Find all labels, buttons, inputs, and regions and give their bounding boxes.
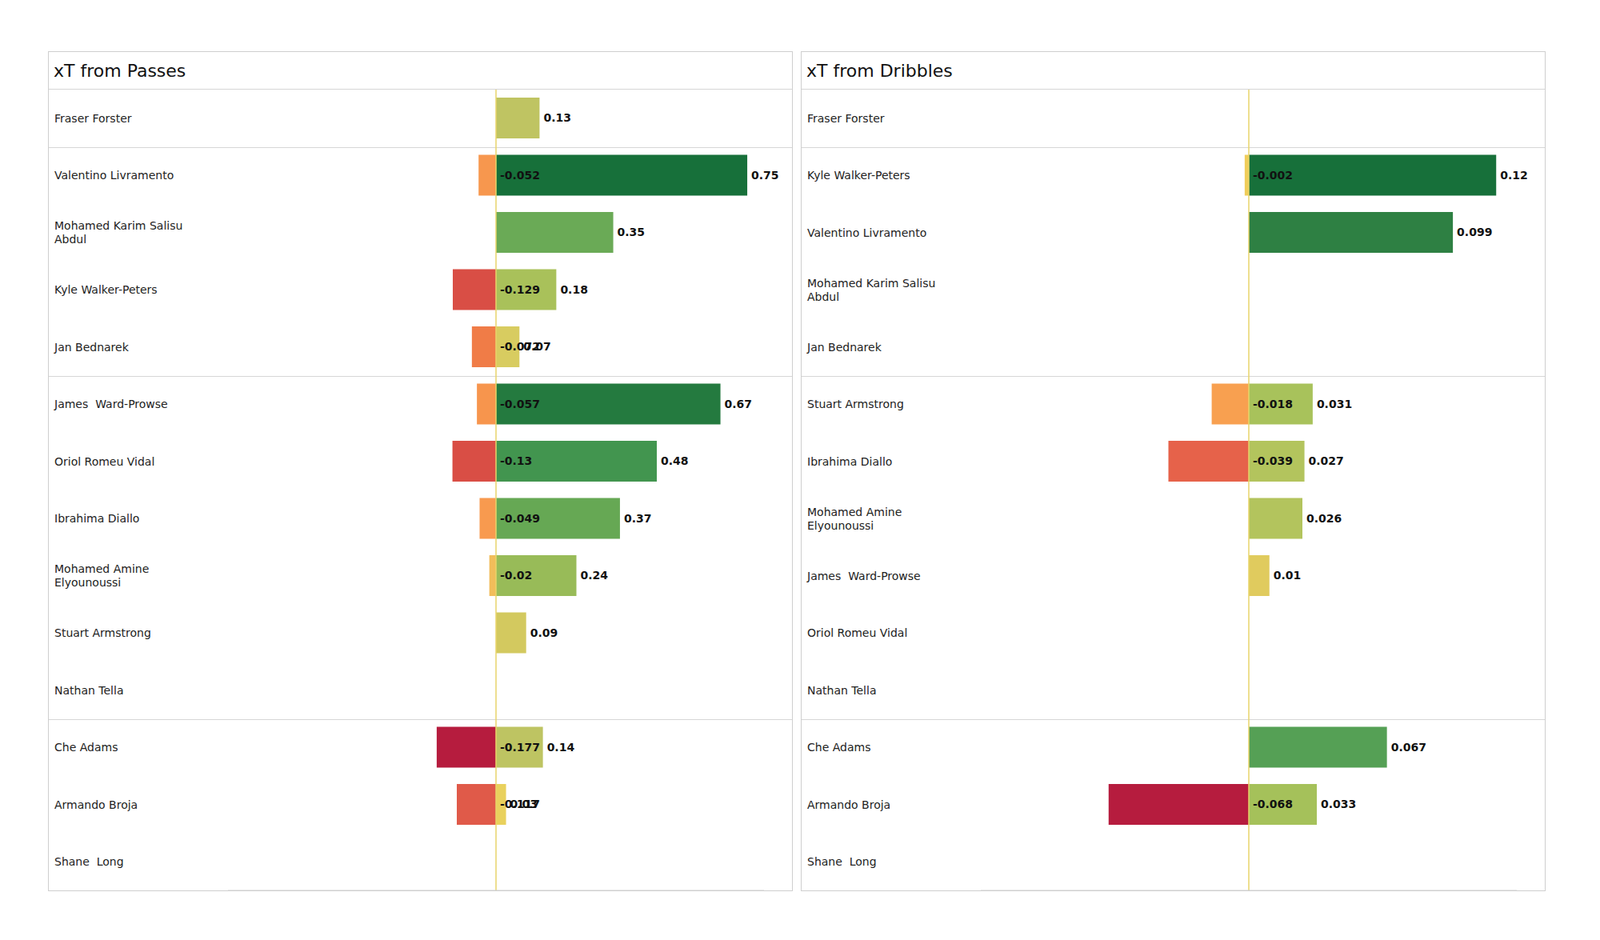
svg-text:0.067: 0.067 xyxy=(1391,740,1427,754)
svg-text:-0.117: -0.117 xyxy=(500,797,540,811)
svg-text:Valentino Livramento: Valentino Livramento xyxy=(54,168,174,182)
svg-text:0.031: 0.031 xyxy=(1316,397,1352,411)
svg-text:0.09: 0.09 xyxy=(530,626,559,640)
svg-text:0.24: 0.24 xyxy=(580,568,609,582)
svg-text:Armando Broja: Armando Broja xyxy=(54,798,138,812)
svg-text:0.12: 0.12 xyxy=(1500,168,1528,182)
svg-text:Ibrahima Diallo: Ibrahima Diallo xyxy=(807,455,892,468)
svg-text:0.13: 0.13 xyxy=(543,111,572,124)
svg-text:0.099: 0.099 xyxy=(1456,225,1492,239)
svg-text:-0.129: -0.129 xyxy=(500,283,540,296)
svg-text:0.35: 0.35 xyxy=(617,225,646,239)
html-text:xT from Dribbles: xT from Dribbles xyxy=(806,60,953,81)
svg-text:Stuart Armstrong: Stuart Armstrong xyxy=(54,626,152,640)
svg-text:0.37: 0.37 xyxy=(624,512,652,525)
svg-text:Oriol Romeu Vidal: Oriol Romeu Vidal xyxy=(54,455,155,468)
svg-text:Shane Long: Shane Long xyxy=(54,855,124,868)
svg-text:-0.13: -0.13 xyxy=(500,454,532,468)
svg-text:Fraser Forster: Fraser Forster xyxy=(807,112,885,125)
svg-text:Valentino Livramento: Valentino Livramento xyxy=(807,226,927,240)
svg-text:0.033: 0.033 xyxy=(1320,797,1356,811)
svg-text:0.67: 0.67 xyxy=(724,397,753,411)
svg-text:-0.052: -0.052 xyxy=(500,168,540,182)
html-text:xT from Passes: xT from Passes xyxy=(53,60,186,81)
svg-text:0.75: 0.75 xyxy=(751,168,780,182)
svg-text:0.14: 0.14 xyxy=(547,740,576,754)
svg-text:0.026: 0.026 xyxy=(1306,512,1342,525)
svg-text:Nathan Tella: Nathan Tella xyxy=(807,684,876,697)
svg-text:-0.039: -0.039 xyxy=(1252,454,1293,468)
svg-text:Armando Broja: Armando Broja xyxy=(807,798,891,812)
svg-text:Mohamed Karim SalisuAbdul: Mohamed Karim SalisuAbdul xyxy=(807,276,936,304)
svg-text:-0.057: -0.057 xyxy=(500,397,540,411)
svg-text:-0.177: -0.177 xyxy=(500,740,540,754)
svg-text:Che Adams: Che Adams xyxy=(807,740,871,754)
svg-text:Mohamed AmineElyounoussi: Mohamed AmineElyounoussi xyxy=(54,562,149,589)
svg-text:0.027: 0.027 xyxy=(1308,454,1344,468)
svg-text:James Ward-Prowse: James Ward-Prowse xyxy=(53,397,168,411)
svg-text:James Ward-Prowse: James Ward-Prowse xyxy=(806,569,921,583)
svg-text:Oriol Romeu Vidal: Oriol Romeu Vidal xyxy=(807,626,908,640)
svg-text:Kyle Walker-Peters: Kyle Walker-Peters xyxy=(807,168,911,182)
svg-text:0.18: 0.18 xyxy=(560,283,588,296)
svg-text:Fraser Forster: Fraser Forster xyxy=(54,112,132,125)
svg-text:0.48: 0.48 xyxy=(660,454,689,468)
svg-text:Ibrahima Diallo: Ibrahima Diallo xyxy=(54,512,140,525)
svg-text:-0.068: -0.068 xyxy=(1252,797,1293,811)
svg-text:Kyle Walker-Peters: Kyle Walker-Peters xyxy=(54,283,158,296)
svg-text:0.01: 0.01 xyxy=(1273,568,1302,582)
svg-text:Mohamed AmineElyounoussi: Mohamed AmineElyounoussi xyxy=(807,505,902,532)
svg-text:Che Adams: Che Adams xyxy=(54,740,118,754)
svg-text:-0.072: -0.072 xyxy=(500,340,541,354)
svg-text:Stuart Armstrong: Stuart Armstrong xyxy=(807,397,904,411)
svg-text:Jan Bednarek: Jan Bednarek xyxy=(53,340,130,354)
svg-text:-0.018: -0.018 xyxy=(1252,397,1293,411)
svg-text:-0.02: -0.02 xyxy=(500,568,532,582)
svg-text:0.03: 0.03 xyxy=(510,797,539,811)
svg-text:Jan Bednarek: Jan Bednarek xyxy=(806,340,883,354)
svg-text:Shane Long: Shane Long xyxy=(807,855,877,868)
svg-text:0.07: 0.07 xyxy=(523,340,552,353)
svg-text:-0.049: -0.049 xyxy=(500,512,540,525)
svg-text:-0.002: -0.002 xyxy=(1252,168,1293,182)
svg-text:Mohamed Karim SalisuAbdul: Mohamed Karim SalisuAbdul xyxy=(54,219,183,246)
svg-text:Nathan Tella: Nathan Tella xyxy=(54,684,124,697)
